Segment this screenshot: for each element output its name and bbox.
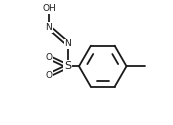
Text: N: N — [64, 39, 71, 48]
Text: N: N — [46, 23, 52, 32]
Text: OH: OH — [42, 4, 56, 13]
Text: O: O — [45, 53, 52, 62]
Text: O: O — [45, 70, 52, 80]
Text: S: S — [64, 61, 71, 71]
